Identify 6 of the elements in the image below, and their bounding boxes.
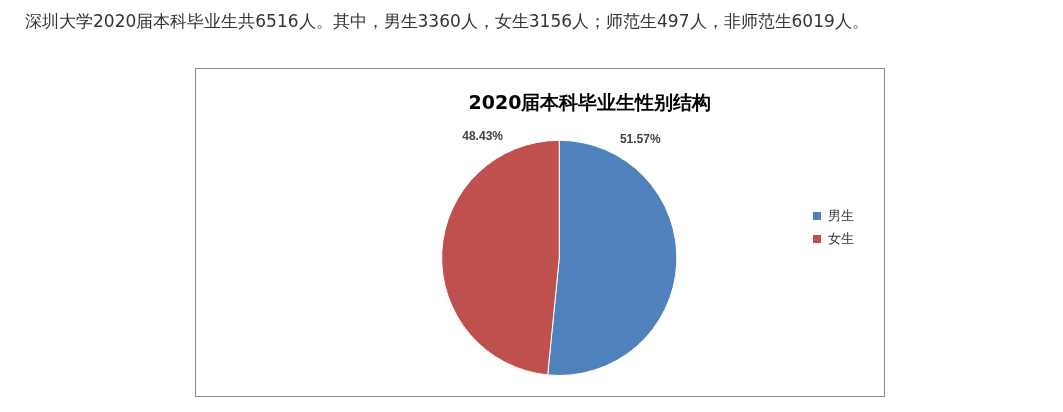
data-label: 48.43% <box>462 128 504 143</box>
data-label: 51.57% <box>619 131 661 146</box>
legend-label: 女生 <box>828 230 854 246</box>
legend-label: 男生 <box>828 207 854 223</box>
chart-title: 2020届本科毕业生性别结构 <box>468 91 712 114</box>
text: 深圳大学2020届本科毕业生共6516人。其中，男生3360人，女生3156人；师范生497人，非师范生6019人。 <box>25 10 869 33</box>
